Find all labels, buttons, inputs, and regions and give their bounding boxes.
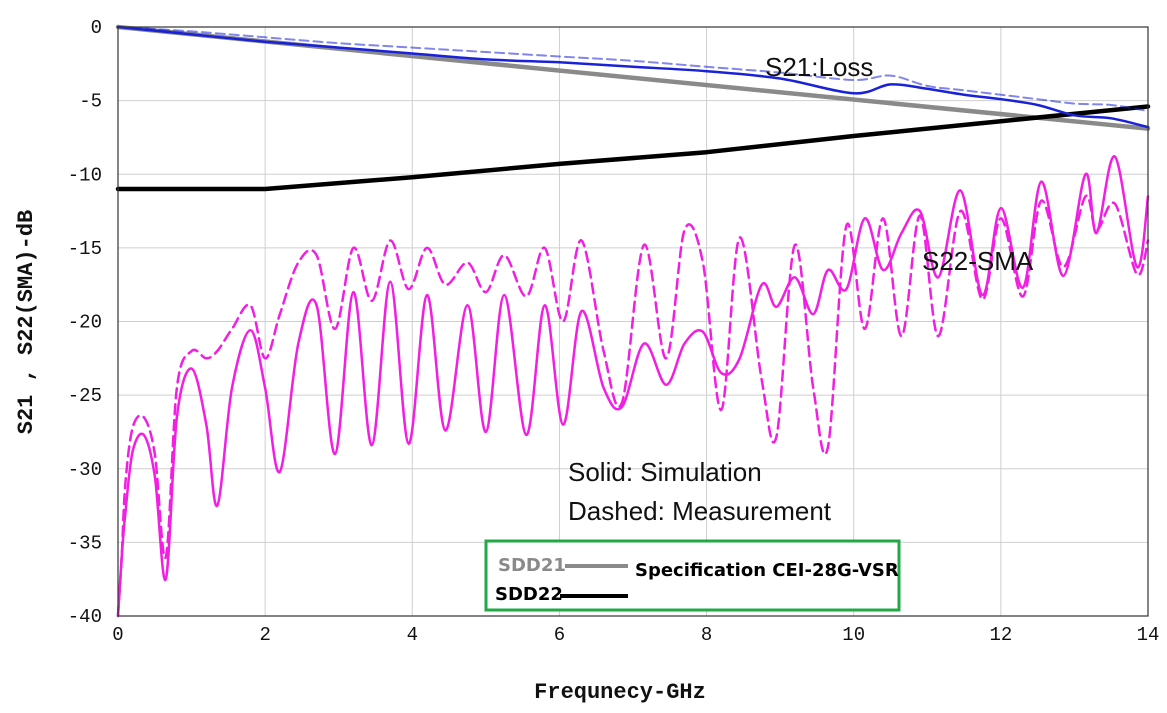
- y-tick-label: -25: [68, 385, 102, 407]
- annotation-solid-simulation: Solid: Simulation: [568, 457, 762, 487]
- y-tick-label: -30: [68, 459, 102, 481]
- annotation-dashed-measurement: Dashed: Measurement: [568, 496, 832, 526]
- series-s21-measurement: [117, 26, 1149, 112]
- y-tick-label: -35: [68, 532, 102, 554]
- series-s21-simulation: [116, 25, 1150, 129]
- legend-box: SDD21 Specification CEI-28G-VSR SDD22: [484, 539, 901, 612]
- x-tick-label: 10: [842, 624, 865, 646]
- x-tick-label: 8: [701, 624, 712, 646]
- tick-labels: 0 2 4 6 8 10 12 14 0 -5 -10 -15 -20 -25 -30 -35 -40: [68, 17, 1160, 646]
- series-sdd22-spec: [115, 104, 1151, 192]
- x-tick-label: 4: [407, 624, 418, 646]
- legend-spec-label: Specification CEI-28G-VSR: [635, 560, 899, 581]
- y-tick-label: -20: [68, 312, 102, 334]
- y-axis-title: S21 , S22(SMA)-dB: [14, 210, 39, 434]
- y-tick-label: -40: [68, 606, 102, 628]
- x-tick-label: 12: [989, 624, 1012, 646]
- legend-border: [484, 539, 901, 612]
- series-s22-measurement: [116, 194, 1150, 618]
- x-tick-label: 14: [1137, 624, 1160, 646]
- y-tick-label: 0: [91, 17, 102, 39]
- x-tick-label: 2: [259, 624, 270, 646]
- series-s22-simulation: [116, 155, 1150, 618]
- legend-sdd21-label: SDD21: [498, 555, 566, 576]
- x-tick-label: 6: [554, 624, 565, 646]
- annotation-s22-sma: S22-SMA: [922, 246, 1034, 276]
- series-group: [115, 24, 1151, 618]
- y-tick-label: -10: [68, 164, 102, 186]
- x-axis-title: Frequnecy-GHz: [534, 680, 706, 705]
- annotation-s21-loss: S21:Loss: [765, 52, 873, 82]
- y-tick-label: -5: [79, 91, 102, 113]
- x-tick-label: 0: [112, 624, 123, 646]
- legend-sdd22-label: SDD22: [495, 584, 563, 605]
- y-tick-label: -15: [68, 238, 102, 260]
- plot-frame: [117, 26, 1149, 617]
